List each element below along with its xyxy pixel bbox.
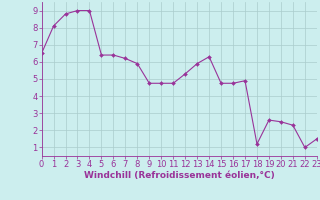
X-axis label: Windchill (Refroidissement éolien,°C): Windchill (Refroidissement éolien,°C)	[84, 171, 275, 180]
